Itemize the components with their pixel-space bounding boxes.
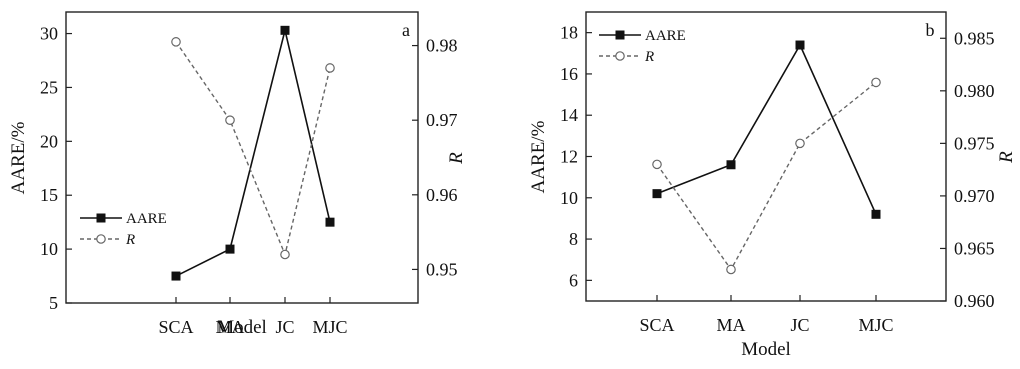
y-tick-label: 10: [40, 239, 58, 259]
y-tick-label: 14: [560, 105, 578, 125]
chart-panel-a: 5 10 15 20 25 30 0.95 0.96 0.97 0.98 SCA MA JC MJC Mod…: [8, 11, 467, 338]
legend: AARE R: [599, 28, 686, 65]
data-point-aare: [280, 25, 290, 35]
y-tick-label: 20: [40, 131, 58, 151]
x-tick-label: MJC: [858, 315, 893, 335]
x-tick-label: JC: [275, 317, 294, 337]
y-axis-title: AARE/%: [8, 121, 29, 194]
y-tick-label: 16: [560, 64, 578, 84]
plot-frame: [65, 11, 419, 304]
x-tick-label: SCA: [639, 315, 674, 335]
data-point-r: [325, 63, 335, 73]
y2-tick-label: 0.975: [954, 133, 995, 153]
legend-marker: [615, 30, 625, 40]
x-tick-label: JC: [790, 315, 809, 335]
series-line-aare: [656, 43, 877, 215]
series-line-r: [656, 81, 877, 271]
data-point-aare: [171, 271, 181, 281]
y-tick-label: 10: [560, 188, 578, 208]
x-axis-title: Model: [217, 317, 267, 338]
series-line-r: [175, 41, 331, 257]
data-point-aare: [795, 40, 805, 50]
plot-frame: [585, 11, 947, 302]
panel-label: b: [926, 20, 935, 40]
legend-label-r: R: [125, 232, 135, 248]
y-tick-label: 12: [560, 147, 578, 167]
y-tick-label: 6: [569, 270, 578, 290]
y2-tick-label: 0.98: [426, 36, 458, 56]
y-tick-label: 8: [569, 229, 578, 249]
data-point-r: [171, 37, 181, 47]
y2-axis-title: R: [446, 152, 467, 165]
data-point-r: [280, 249, 290, 260]
legend-marker: [96, 213, 106, 223]
data-point-r: [652, 159, 662, 170]
y-tick-label: 18: [560, 23, 578, 43]
legend: AARE R: [80, 211, 167, 248]
data-point-aare: [871, 209, 881, 219]
legend-marker: [615, 51, 625, 61]
y2-axis-title: R: [996, 151, 1017, 164]
y2-tick-label: 0.980: [954, 81, 995, 101]
y2-tick-label: 0.985: [954, 28, 995, 48]
x-tick-label: SCA: [158, 317, 193, 337]
panel-label: a: [402, 20, 410, 40]
x-tick-label: MJC: [312, 317, 347, 337]
y-tick-label: 15: [40, 185, 58, 205]
y2-tick-label: 0.95: [426, 259, 458, 279]
y-tick-label: 30: [40, 24, 58, 44]
y-axis-title: AARE/%: [528, 120, 549, 193]
y2-tick-label: 0.96: [426, 185, 458, 205]
y2-tick-label: 0.960: [954, 291, 995, 311]
data-point-aare: [726, 160, 736, 170]
data-point-r: [225, 115, 235, 125]
series-line-aare: [175, 30, 331, 277]
x-tick-label: MA: [716, 315, 745, 335]
data-point-aare: [325, 217, 335, 227]
data-point-r: [871, 77, 881, 88]
data-point-aare: [652, 189, 662, 199]
x-axis-title: Model: [741, 339, 791, 360]
y2-tick-label: 0.965: [954, 238, 995, 258]
y-tick-label: 5: [49, 293, 58, 313]
y-tick-label: 25: [40, 77, 58, 97]
data-point-aare: [225, 244, 235, 254]
legend-label-r: R: [644, 49, 654, 65]
data-point-r: [726, 264, 736, 275]
legend-label-aare: AARE: [126, 211, 167, 227]
x-tick-label: MA: [215, 317, 244, 337]
legend-label-aare: AARE: [645, 28, 686, 44]
data-point-r: [795, 138, 805, 149]
legend-marker: [96, 234, 106, 244]
y2-tick-label: 0.97: [426, 110, 458, 130]
y2-tick-label: 0.970: [954, 186, 995, 206]
chart-panel-b: 6 8 10 12 14 16 18 0.960 0.965 0.970 0.975 0.980 0.9…: [528, 11, 1017, 360]
